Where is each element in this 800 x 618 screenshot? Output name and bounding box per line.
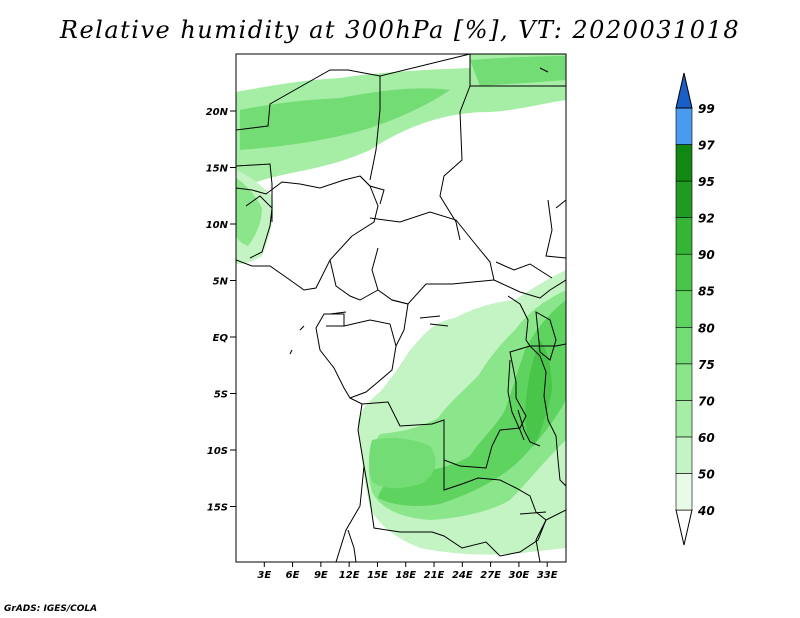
border-line	[555, 199, 566, 209]
humidity-region-west-coast-core	[236, 178, 262, 246]
border-line	[236, 163, 273, 222]
map-frame	[235, 53, 567, 563]
colorbar-segment	[675, 436, 693, 474]
humidity-region-north-band	[236, 54, 566, 188]
border-line	[443, 460, 547, 521]
colorbar-segment	[675, 400, 693, 438]
border-line	[371, 247, 495, 305]
border-line	[507, 359, 525, 441]
x-tick-label: 18E	[395, 570, 416, 581]
border-line	[359, 175, 385, 205]
x-tick-label: 30E	[509, 570, 530, 581]
grads-credit: GrADS: IGES/COLA	[4, 604, 98, 614]
colorbar-label: 85	[698, 285, 715, 299]
border-line	[326, 313, 345, 327]
border-line	[369, 211, 566, 299]
humidity-region-north-top	[470, 56, 566, 86]
colorbar-label: 40	[697, 504, 715, 518]
border-line	[419, 315, 449, 327]
border-line	[529, 345, 566, 487]
x-tick-label: 9E	[314, 570, 328, 581]
border-line	[236, 235, 353, 291]
colorbar-label: 50	[698, 467, 715, 481]
colorbar-segment	[675, 217, 693, 255]
x-tick-label: 3E	[257, 570, 271, 581]
x-tick-label: 6E	[286, 570, 300, 581]
colorbar-label: 90	[698, 248, 715, 262]
borders-layer	[236, 54, 566, 562]
humidity-region-north-core	[240, 88, 450, 150]
colorbar-lower-triangle	[675, 509, 693, 546]
humidity-region-south-core	[378, 300, 566, 506]
border-line	[236, 175, 379, 237]
colorbar-label: 92	[698, 212, 715, 226]
border-line	[535, 311, 557, 361]
colorbar-label: 75	[698, 358, 715, 372]
border-line	[245, 195, 273, 259]
x-tick-label: 15E	[367, 570, 388, 581]
colorbar-segment	[675, 253, 693, 292]
humidity-region-angola-core	[369, 438, 436, 489]
x-tick-label: 33E	[537, 570, 558, 581]
x-tick-label: 27E	[480, 570, 501, 581]
border-line	[535, 519, 547, 562]
border-line	[507, 295, 531, 347]
colorbar-label: 97	[698, 139, 715, 153]
colorbar-segment	[675, 326, 693, 365]
border-line	[545, 199, 566, 259]
colorbar-segment	[675, 144, 693, 182]
humidity-fill-layer	[236, 54, 566, 555]
border-line	[289, 325, 305, 355]
x-tick-label: 24E	[452, 570, 473, 581]
y-tick-label: 10N	[206, 220, 229, 231]
y-tick-label: EQ	[213, 333, 229, 344]
colorbar-label: 99	[698, 102, 715, 116]
colorbar-label: 95	[698, 175, 715, 189]
border-line	[343, 319, 397, 347]
border-line	[495, 261, 553, 279]
border-line	[349, 343, 566, 469]
colorbar-segment	[675, 107, 693, 145]
y-tick-label: 10S	[207, 446, 228, 457]
y-tick-label: 5S	[214, 390, 228, 401]
x-axis: 3E 6E 9E 12E 15E 18E 21E 24E 27E 30E 33E	[257, 562, 558, 581]
border-line	[539, 67, 549, 73]
colorbar-label: 60	[698, 431, 715, 445]
border-line	[519, 511, 547, 515]
colorbar-segment	[675, 473, 693, 511]
colorbar: 40 50 60 70 75 80 85 90 92 95 97 99	[675, 72, 715, 546]
x-tick-label: 12E	[339, 570, 360, 581]
colorbar-segment	[675, 290, 693, 328]
border-line	[329, 259, 379, 301]
colorbar-segment	[675, 363, 693, 401]
colorbar-segment	[675, 180, 693, 218]
y-tick-label: 15N	[206, 164, 229, 175]
border-line	[517, 409, 541, 447]
y-tick-label: 5N	[213, 277, 229, 288]
colorbar-label: 70	[698, 394, 715, 408]
colorbar-upper-triangle	[675, 72, 693, 109]
border-line	[439, 85, 471, 241]
humidity-region-lake-core	[525, 340, 552, 446]
border-line	[363, 465, 566, 557]
x-tick-label: 21E	[424, 570, 445, 581]
border-line	[347, 529, 357, 562]
y-tick-label: 20N	[206, 107, 229, 118]
colorbar-label: 80	[698, 321, 715, 335]
y-tick-label: 15S	[207, 503, 228, 514]
y-axis: 20N 15N 10N 5N EQ 5S 10S 15S	[206, 107, 236, 514]
border-line	[335, 403, 365, 562]
border-line	[369, 76, 381, 181]
chart-title: Relative humidity at 300hPa [%], VT: 202…	[59, 16, 741, 44]
